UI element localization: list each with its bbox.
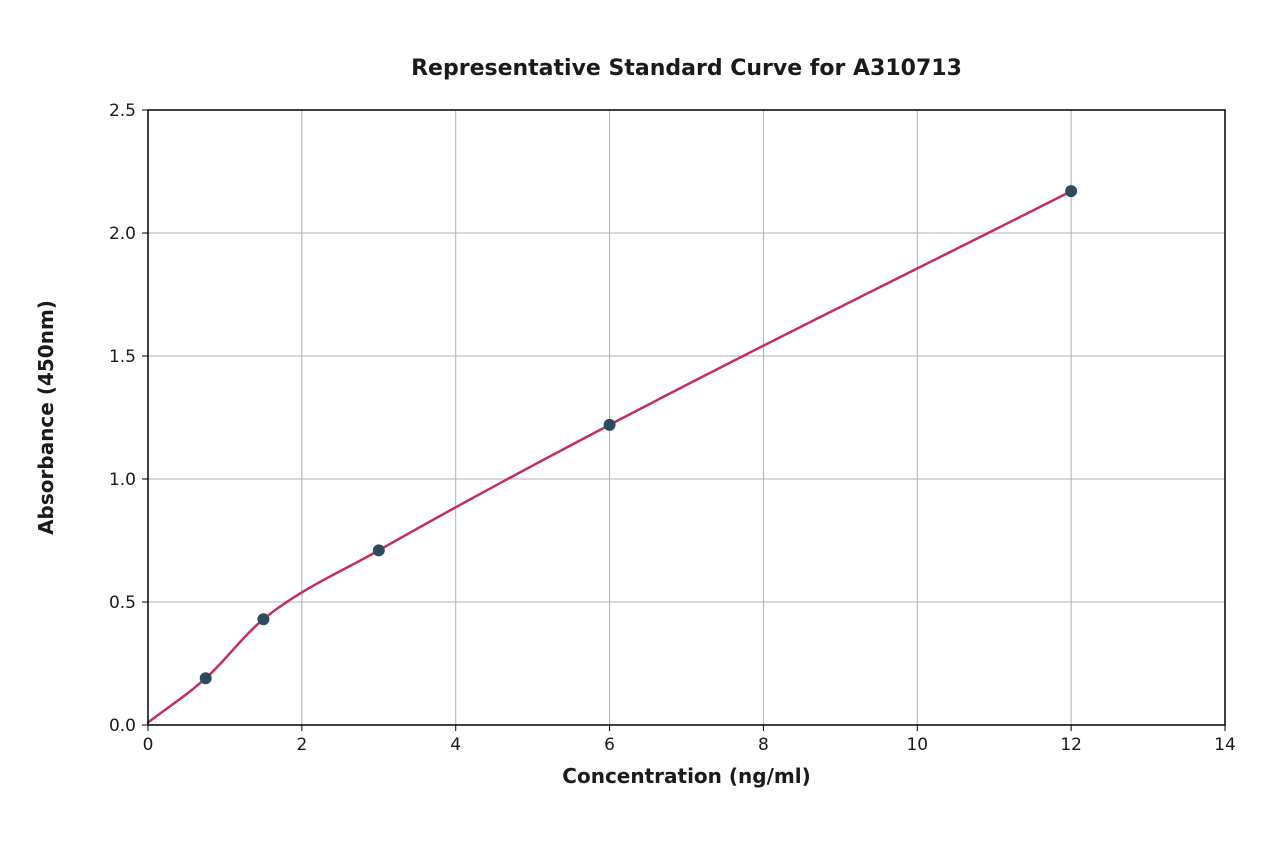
- x-tick-label: 0: [143, 735, 154, 755]
- y-tick-label: 0.5: [109, 593, 136, 613]
- y-tick-label: 1.0: [109, 470, 136, 490]
- data-point: [604, 419, 616, 431]
- data-point: [200, 672, 212, 684]
- x-tick-label: 12: [1060, 735, 1082, 755]
- y-axis-label: Absorbance (450nm): [34, 300, 58, 535]
- x-tick-label: 4: [450, 735, 461, 755]
- chart-svg: 0 2 4 6 8 10 12 14 0.0 0.5 1.0 1.5 2.0 2.5 Concentrati…: [0, 0, 1280, 845]
- x-tick-label: 6: [604, 735, 615, 755]
- y-tick-label: 1.5: [109, 347, 136, 367]
- x-axis-label: Concentration (ng/ml): [562, 764, 810, 788]
- x-tick-label: 14: [1214, 735, 1236, 755]
- chart-container: 0 2 4 6 8 10 12 14 0.0 0.5 1.0 1.5 2.0 2.5 Concentrati…: [0, 0, 1280, 845]
- y-tick-label: 2.5: [109, 101, 136, 121]
- y-tick-label: 0.0: [109, 716, 136, 736]
- x-tick-label: 8: [758, 735, 769, 755]
- data-point: [373, 544, 385, 556]
- data-point: [257, 613, 269, 625]
- data-point: [1065, 185, 1077, 197]
- chart-title: Representative Standard Curve for A31071…: [411, 56, 962, 81]
- x-tick-label: 10: [906, 735, 928, 755]
- plot-bg: [148, 110, 1225, 725]
- y-tick-label: 2.0: [109, 224, 136, 244]
- x-tick-label: 2: [296, 735, 307, 755]
